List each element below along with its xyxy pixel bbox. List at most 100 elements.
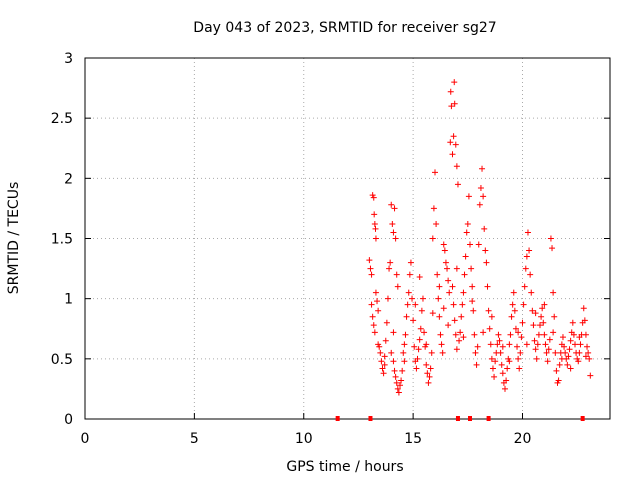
data-point (371, 211, 378, 218)
data-point (504, 365, 511, 372)
data-point (503, 377, 510, 384)
data-point (429, 310, 436, 317)
data-point (526, 247, 533, 254)
data-point (534, 341, 541, 348)
data-point (533, 355, 540, 362)
data-point (381, 361, 388, 368)
data-point (468, 265, 475, 272)
data-point (516, 365, 523, 372)
data-point (532, 346, 539, 353)
data-point (524, 229, 531, 236)
data-point (555, 377, 562, 384)
data-point (440, 241, 447, 248)
data-point (464, 221, 471, 228)
data-point (499, 343, 506, 350)
data-point (562, 349, 569, 356)
data-point (498, 361, 505, 368)
data-point (429, 235, 436, 242)
data-point (451, 79, 458, 86)
data-point (509, 301, 516, 308)
data-point (508, 313, 515, 320)
data-point (371, 221, 378, 228)
x-tick-label: 20 (514, 431, 532, 447)
baseline-mark (368, 416, 373, 421)
data-point (415, 346, 422, 353)
data-point (439, 349, 446, 356)
data-point (394, 385, 401, 392)
data-point (367, 265, 374, 272)
data-point (460, 289, 467, 296)
data-point (381, 353, 388, 360)
data-point (572, 341, 578, 348)
data-point (398, 377, 405, 384)
data-point (454, 181, 461, 188)
baseline-mark (486, 416, 491, 421)
baseline-marks (335, 416, 585, 421)
y-tick-label: 0 (64, 412, 73, 428)
data-point (486, 325, 493, 332)
data-point (388, 201, 395, 208)
data-point (440, 305, 447, 312)
data-point (541, 301, 548, 308)
data-point (545, 346, 552, 353)
data-point (412, 301, 419, 308)
data-point (460, 334, 467, 341)
data-point (499, 370, 506, 377)
data-point (416, 274, 423, 281)
data-point (450, 133, 457, 140)
data-point (402, 331, 409, 338)
data-point (520, 301, 527, 308)
chart-title: Day 043 of 2023, SRMTID for receiver sg2… (193, 20, 496, 36)
data-point (379, 365, 386, 372)
data-point (532, 310, 539, 317)
y-tick-label: 1 (64, 292, 73, 308)
data-point (542, 341, 549, 348)
data-point (389, 221, 396, 228)
data-point (502, 385, 508, 392)
data-point (496, 337, 503, 344)
data-point (538, 313, 545, 320)
data-point (406, 271, 413, 278)
data-point (514, 343, 521, 350)
data-point (543, 349, 550, 356)
data-point (448, 103, 455, 110)
data-point (531, 337, 538, 344)
data-point (413, 365, 420, 372)
data-point (512, 325, 519, 332)
data-point (421, 329, 428, 336)
data-point (553, 367, 560, 374)
data-point (380, 370, 387, 377)
baseline-mark (468, 416, 472, 421)
y-tick-label: 0.5 (51, 352, 73, 368)
data-point (506, 341, 513, 348)
data-point (544, 358, 551, 365)
data-point (391, 367, 398, 374)
data-point (374, 298, 381, 305)
data-point (404, 301, 411, 308)
data-point (488, 313, 495, 320)
data-point (506, 358, 513, 365)
data-point (530, 322, 537, 329)
x-tick-label: 10 (295, 431, 313, 447)
data-point (409, 295, 416, 302)
data-point (474, 343, 481, 350)
data-point (565, 353, 572, 360)
data-point (435, 295, 442, 302)
data-point (424, 370, 431, 377)
x-tick-label: 5 (190, 431, 199, 447)
data-point (366, 257, 373, 264)
data-point (397, 382, 403, 389)
data-point (515, 355, 522, 362)
data-point (549, 245, 556, 252)
data-point (552, 349, 559, 356)
data-point (529, 307, 536, 314)
data-point (445, 277, 452, 284)
data-point (436, 283, 443, 290)
data-point (518, 334, 525, 341)
data-point (428, 349, 435, 356)
data-point (411, 343, 418, 350)
data-point (393, 271, 400, 278)
data-point (528, 289, 535, 296)
data-point (453, 265, 460, 272)
